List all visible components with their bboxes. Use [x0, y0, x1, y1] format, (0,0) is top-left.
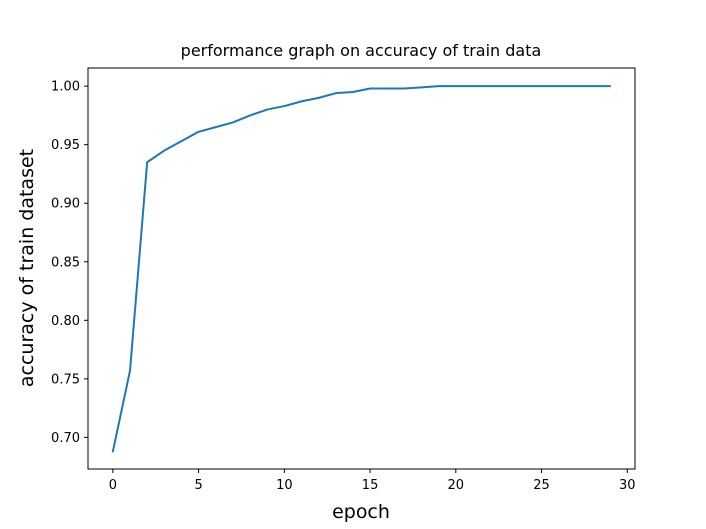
x-axis-title: epoch: [332, 501, 390, 523]
x-tick-label: 15: [362, 478, 379, 493]
plot-area: [87, 67, 636, 470]
x-tick-label: 20: [448, 478, 465, 493]
y-tick-label: 1.00: [51, 80, 80, 95]
chart-title: performance graph on accuracy of train d…: [181, 41, 542, 60]
x-tick-label: 25: [533, 478, 550, 493]
y-axis: 0.70 0.75 0.80 0.85 0.90 0.95 1.00: [51, 80, 88, 446]
x-tick-label: 10: [276, 478, 293, 493]
x-tick-label: 5: [194, 478, 202, 493]
x-tick-label: 0: [109, 478, 117, 493]
y-axis-title: accuracy of train dataset: [16, 149, 38, 387]
y-tick-label: 0.90: [51, 197, 80, 212]
y-tick-label: 0.80: [51, 314, 80, 329]
y-tick-label: 0.85: [51, 255, 80, 270]
y-tick-label: 0.95: [51, 138, 80, 153]
plot-frame: [87, 67, 636, 470]
series-layer: [111, 85, 612, 453]
y-tick-label: 0.75: [51, 372, 80, 387]
x-axis: 0 5 10 15 20 25 30: [109, 469, 636, 493]
accuracy-series-line: [111, 85, 612, 453]
x-tick-label: 30: [619, 478, 636, 493]
plot-background: [88, 68, 635, 469]
y-tick-label: 0.70: [51, 431, 80, 446]
